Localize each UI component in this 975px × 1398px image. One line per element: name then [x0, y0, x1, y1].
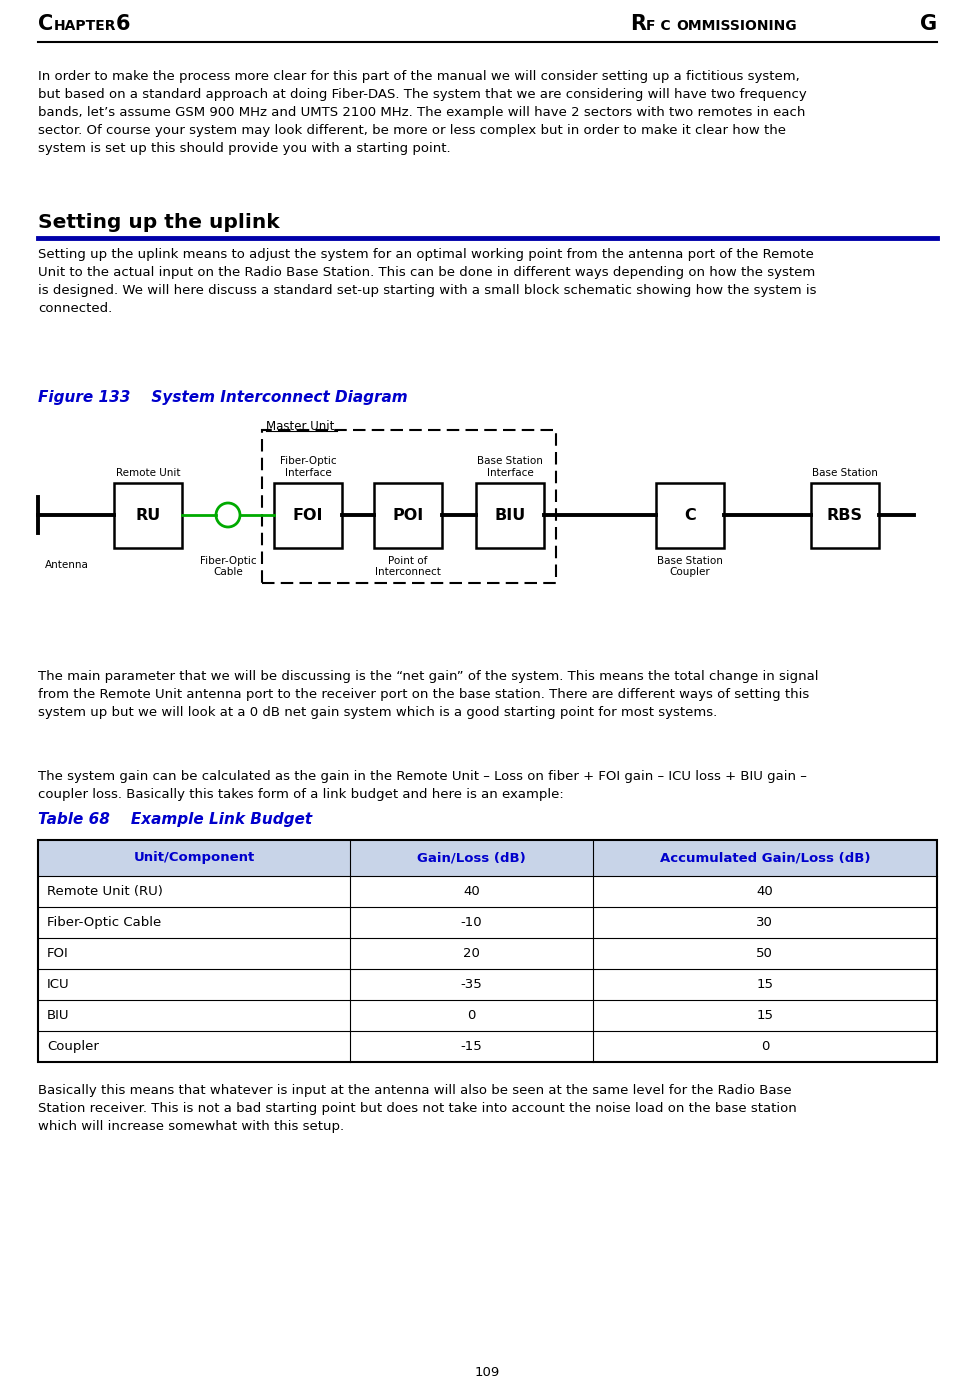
Text: POI: POI [392, 507, 423, 523]
Bar [38, 840, 937, 877]
Text: Antenna: Antenna [45, 561, 89, 570]
Bar [811, 482, 879, 548]
Text: In order to make the process more clear for this part of the manual we will cons: In order to make the process more clear … [38, 70, 806, 155]
Text: BIU: BIU [47, 1009, 69, 1022]
Text: 50: 50 [757, 946, 773, 960]
Text: RBS: RBS [827, 507, 863, 523]
Text: 15: 15 [757, 979, 773, 991]
Text: Accumulated Gain/Loss (dB): Accumulated Gain/Loss (dB) [660, 851, 870, 864]
Bar [114, 482, 182, 548]
Text: The system gain can be calculated as the gain in the Remote Unit – Loss on fiber: The system gain can be calculated as the… [38, 770, 807, 801]
Text: F C: F C [646, 20, 671, 34]
Text: Master Unit: Master Unit [266, 419, 334, 433]
Text: 40: 40 [757, 885, 773, 898]
Text: G: G [919, 14, 937, 34]
Text: Remote Unit: Remote Unit [116, 467, 180, 478]
Text: BIU: BIU [494, 507, 526, 523]
Text: 20: 20 [463, 946, 480, 960]
Text: 30: 30 [757, 916, 773, 930]
Bar [262, 431, 556, 583]
Text: HAPTER: HAPTER [54, 20, 116, 34]
Text: FOI: FOI [47, 946, 69, 960]
Text: Gain/Loss (dB): Gain/Loss (dB) [417, 851, 526, 864]
Text: Table 68    Example Link Budget: Table 68 Example Link Budget [38, 812, 312, 828]
Text: Coupler: Coupler [47, 1040, 98, 1053]
Text: Fiber-Optic Cable: Fiber-Optic Cable [47, 916, 161, 930]
Text: Base Station
Coupler: Base Station Coupler [657, 555, 722, 577]
Text: Fiber-Optic
Cable: Fiber-Optic Cable [200, 555, 256, 577]
Text: 109: 109 [475, 1366, 499, 1380]
Bar [274, 482, 342, 548]
Text: Basically this means that whatever is input at the antenna will also be seen at : Basically this means that whatever is in… [38, 1083, 797, 1132]
Circle shape [216, 503, 240, 527]
Text: 6: 6 [116, 14, 131, 34]
Text: Base Station
Interface: Base Station Interface [477, 456, 543, 478]
Text: 40: 40 [463, 885, 480, 898]
Text: -10: -10 [460, 916, 482, 930]
Text: RU: RU [136, 507, 161, 523]
Text: 15: 15 [757, 1009, 773, 1022]
Text: FOI: FOI [292, 507, 324, 523]
Text: Figure 133    System Interconnect Diagram: Figure 133 System Interconnect Diagram [38, 390, 408, 405]
Text: R: R [630, 14, 646, 34]
Text: -35: -35 [460, 979, 483, 991]
Text: Point of
Interconnect: Point of Interconnect [375, 555, 441, 577]
Text: Setting up the uplink: Setting up the uplink [38, 212, 280, 232]
Text: Remote Unit (RU): Remote Unit (RU) [47, 885, 163, 898]
Text: Unit/Component: Unit/Component [134, 851, 254, 864]
Text: -15: -15 [460, 1040, 483, 1053]
Text: The main parameter that we will be discussing is the “net gain” of the system. T: The main parameter that we will be discu… [38, 670, 818, 719]
Text: Base Station: Base Station [812, 467, 878, 478]
Text: C: C [38, 14, 54, 34]
Text: 0: 0 [760, 1040, 769, 1053]
Bar [374, 482, 442, 548]
Text: Fiber-Optic
Interface: Fiber-Optic Interface [280, 456, 336, 478]
Text: OMMISSIONING: OMMISSIONING [676, 20, 797, 34]
Bar [656, 482, 724, 548]
Text: C: C [684, 507, 696, 523]
Text: Setting up the uplink means to adjust the system for an optimal working point fr: Setting up the uplink means to adjust th… [38, 247, 816, 315]
Text: 0: 0 [467, 1009, 476, 1022]
Bar [38, 840, 937, 1062]
Bar [476, 482, 544, 548]
Text: ICU: ICU [47, 979, 69, 991]
